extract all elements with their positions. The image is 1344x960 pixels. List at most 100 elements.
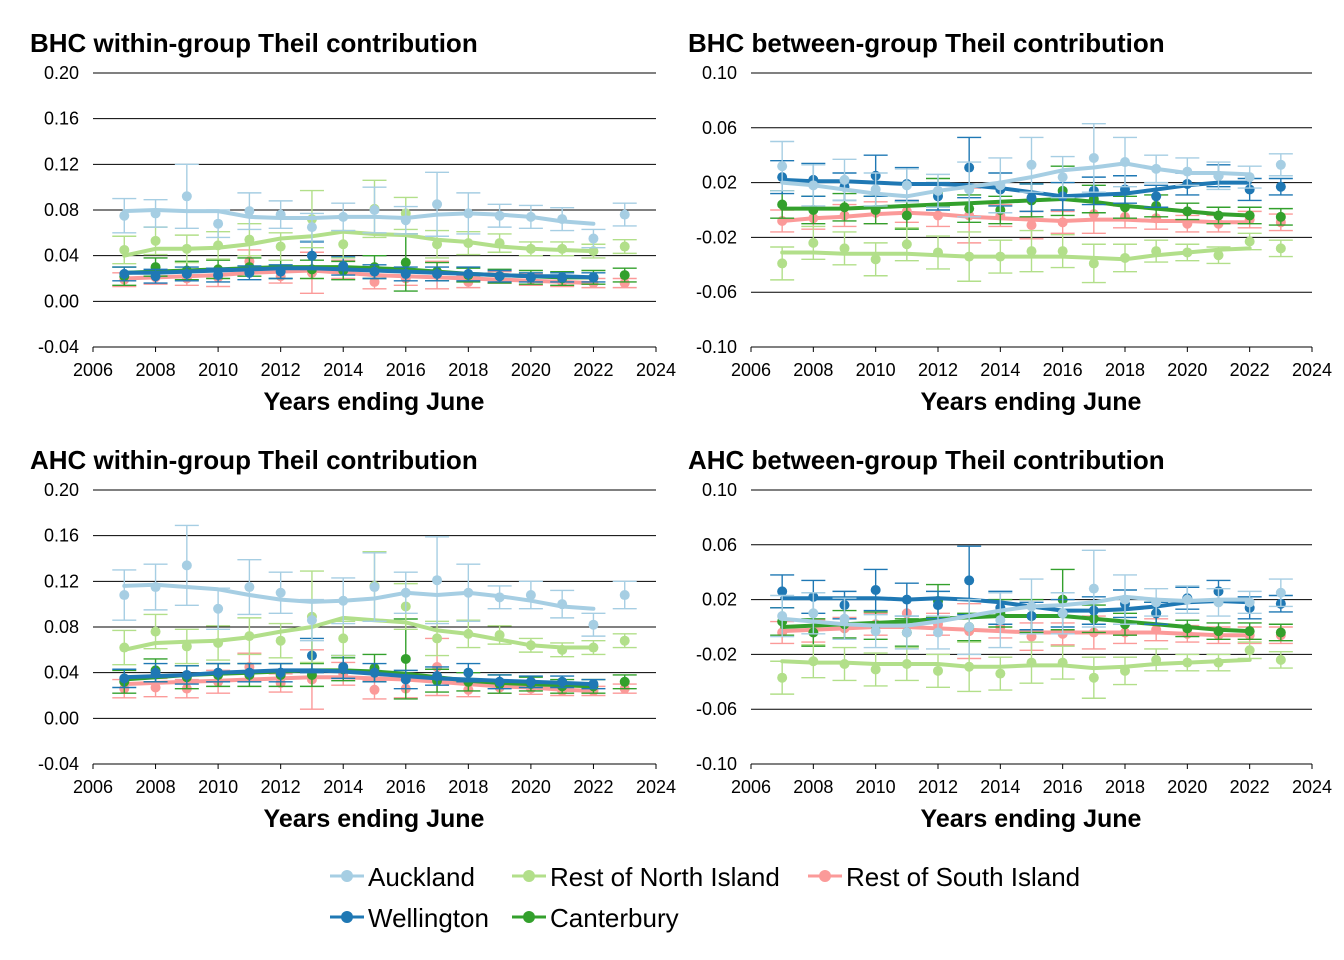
data-point [119,673,130,684]
legend-item-rest-of-south-island: Rest of South Island [808,862,1080,892]
legend-swatch-dot [523,870,535,882]
ahc-between-xlabel: Years ending June [921,805,1142,833]
ahc-within-title: AHC within-group Theil contribution [30,445,478,475]
data-point [181,560,192,571]
data-point [1088,258,1099,269]
ahc-between-group-x-tick-label: 2008 [793,777,833,797]
ahc-within-group-y-tick-label: 0.16 [44,526,79,546]
bhc-between-group-y-tick-label: -0.10 [696,337,737,357]
trend-line [122,675,596,693]
bhc-within-group-x-tick-label: 2024 [636,360,676,380]
trend-line [122,615,596,652]
trend-line [780,197,1252,218]
data-point [995,251,1006,262]
data-point [1275,159,1286,170]
data-point [306,615,317,626]
ahc-within-group-x-tick-label: 2010 [198,777,238,797]
data-point [901,180,912,191]
data-point [1244,236,1255,247]
ahc-within-group-series-rest-of-north-island [112,550,637,666]
data-point [1182,623,1193,634]
legend-item-rest-of-north-island: Rest of North Island [512,862,780,892]
data-point [244,631,255,642]
bhc-within-group-y-tick-label: 0.04 [44,246,79,266]
data-point [244,582,255,593]
data-point [557,272,568,283]
ahc-within-group-y-tick-label: 0.08 [44,617,79,637]
ahc-between-panel: AHC between-group Theil contribution Yea… [688,445,1332,833]
data-point [150,667,161,678]
legend-label-rest-of-south-island: Rest of South Island [846,862,1080,892]
ahc-between-group-y-tick-label: 0.06 [702,535,737,555]
data-point [1026,159,1037,170]
bhc-within-group-x-tick-label: 2022 [573,360,613,380]
data-point [181,243,192,254]
data-point [1182,166,1193,177]
data-point [494,676,505,687]
ahc-between-group-x-tick-label: 2022 [1230,777,1270,797]
data-point [1151,163,1162,174]
ahc-within-group-series-wellington [112,637,606,690]
data-point [244,206,255,217]
data-point [901,239,912,250]
bhc-within-group-y-tick-label: -0.04 [38,337,79,357]
data-point [275,209,286,220]
data-point [588,233,599,244]
data-point [1275,587,1286,598]
bhc-within-group-y-tick-label: 0.00 [44,291,79,311]
data-point [808,205,819,215]
data-point [369,266,380,277]
data-point [1057,172,1068,183]
bhc-within-group-x-tick-label: 2012 [261,360,301,380]
data-point [1026,246,1037,257]
data-point [557,214,568,225]
data-point [1275,211,1286,222]
data-point [1120,594,1130,605]
bhc-between-group-x-tick-label: 2008 [793,360,833,380]
data-point [1026,220,1037,231]
data-point [1244,184,1255,195]
data-point [1182,206,1193,217]
ahc-between-title: AHC between-group Theil contribution [688,445,1165,475]
legend-label-auckland: Auckland [368,862,475,892]
data-point [1088,152,1099,163]
data-point [463,268,474,279]
data-point [463,628,474,639]
ahc-within-group-x-tick-label: 2024 [636,777,676,797]
data-point [1026,601,1037,612]
bhc-between-group-x-tick-label: 2012 [918,360,958,380]
data-point [901,210,912,221]
data-point [557,676,568,687]
data-point [181,669,192,680]
data-point [400,257,411,268]
data-point [870,184,881,195]
bhc-between-group-y-tick-label: 0.06 [702,118,737,138]
data-point [1151,213,1162,224]
data-point [432,199,443,210]
data-point [619,676,630,687]
bhc-within-group-y-tick-label: 0.08 [44,200,79,220]
data-point [588,246,599,257]
data-point [306,222,317,233]
data-point [964,661,975,672]
data-point [244,234,255,245]
ahc-within-group-y-tick-label: 0.00 [44,708,79,728]
trend-line [122,266,596,280]
legend-swatch-dot [819,870,831,882]
data-point [588,642,599,653]
data-point [557,644,568,655]
data-point [150,235,161,246]
data-point [275,587,286,598]
ahc-within-group-x-tick-label: 2012 [261,777,301,797]
data-point [494,629,505,640]
bhc-within-group-x-tick-label: 2008 [136,360,176,380]
data-point [338,661,349,672]
bhc-between-title: BHC between-group Theil contribution [688,28,1165,58]
data-point [119,590,130,601]
data-point [933,185,943,196]
data-point [400,268,411,279]
data-point [777,258,788,269]
data-point [432,671,443,682]
trend-line [780,161,1252,199]
